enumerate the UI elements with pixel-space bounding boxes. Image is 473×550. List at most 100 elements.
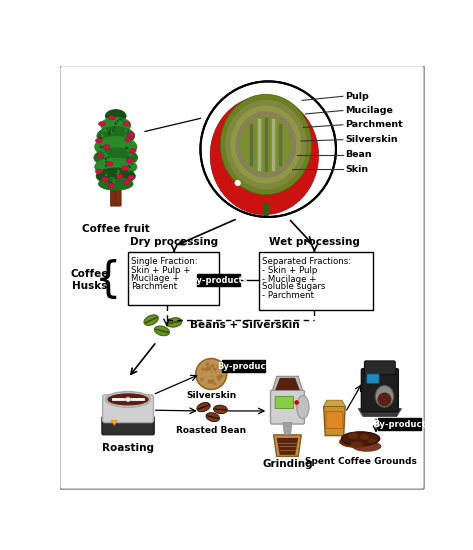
Point [263,212,269,218]
Polygon shape [272,376,303,392]
Circle shape [217,364,221,368]
Ellipse shape [230,106,301,184]
Line: 2 pts: 2 pts [146,317,157,323]
FancyBboxPatch shape [60,65,425,490]
Ellipse shape [206,412,219,422]
Point [278,122,283,129]
Ellipse shape [352,441,381,452]
Circle shape [208,367,211,371]
Ellipse shape [94,136,137,158]
Ellipse shape [123,180,130,185]
FancyBboxPatch shape [367,374,379,383]
Point [64,63,70,69]
FancyBboxPatch shape [271,390,305,424]
Ellipse shape [108,183,114,188]
Ellipse shape [96,169,102,174]
FancyBboxPatch shape [361,368,398,412]
Text: Roasting: Roasting [102,443,154,453]
FancyArrowPatch shape [129,166,130,167]
Point [51,63,57,69]
Ellipse shape [116,174,123,178]
FancyArrowPatch shape [105,170,106,172]
Circle shape [214,368,217,371]
Point [64,63,70,69]
Ellipse shape [220,95,312,195]
Text: - Parchment: - Parchment [262,291,314,300]
Circle shape [218,368,220,370]
Text: Beans + Silverskin: Beans + Silverskin [190,321,299,331]
FancyBboxPatch shape [377,418,420,430]
Ellipse shape [368,439,376,443]
FancyArrowPatch shape [125,130,126,131]
FancyArrowPatch shape [104,153,105,154]
Circle shape [217,375,221,379]
Text: Spent Coffee Grounds: Spent Coffee Grounds [305,457,417,466]
Ellipse shape [106,162,113,166]
Circle shape [205,368,209,372]
Text: Separated Fractions:: Separated Fractions: [262,257,351,266]
FancyArrowPatch shape [129,154,131,155]
Point [278,161,283,167]
Ellipse shape [342,432,380,446]
Ellipse shape [377,393,392,406]
Point [63,63,69,69]
Text: Mucilage +: Mucilage + [131,274,180,283]
Ellipse shape [144,315,158,326]
Polygon shape [275,378,300,390]
Text: Parchment: Parchment [131,282,177,292]
Polygon shape [359,409,402,416]
Ellipse shape [197,403,210,412]
Circle shape [206,366,210,370]
Ellipse shape [96,168,136,185]
Line: 2 pts: 2 pts [156,329,168,332]
Text: By-product: By-product [373,420,425,428]
Ellipse shape [105,109,127,123]
FancyBboxPatch shape [197,274,240,286]
Ellipse shape [106,392,150,407]
Circle shape [213,382,216,385]
Ellipse shape [236,111,297,178]
FancyBboxPatch shape [326,412,343,428]
Text: Mucilage: Mucilage [345,106,393,115]
Line: 2 pts: 2 pts [215,409,226,410]
Point [248,122,254,129]
Circle shape [219,374,223,378]
Point [51,63,57,69]
FancyBboxPatch shape [275,397,294,409]
FancyArrowPatch shape [105,155,107,157]
Circle shape [209,380,211,382]
Text: Silverskin: Silverskin [186,391,236,400]
Circle shape [235,180,241,186]
FancyBboxPatch shape [128,252,219,305]
Circle shape [206,367,210,370]
Circle shape [213,369,215,371]
Point [263,201,269,208]
Circle shape [217,377,221,381]
Point [52,63,58,69]
Text: Soluble sugars: Soluble sugars [262,282,325,292]
Ellipse shape [122,166,129,170]
Polygon shape [277,438,298,455]
Text: Coffee fruit: Coffee fruit [82,224,149,234]
Ellipse shape [98,122,105,126]
Point [52,63,58,69]
FancyBboxPatch shape [102,416,154,435]
Point [263,167,269,173]
Ellipse shape [126,158,133,163]
Ellipse shape [94,158,137,176]
Polygon shape [363,409,397,416]
Circle shape [211,371,212,373]
Ellipse shape [102,177,108,182]
Ellipse shape [123,122,130,126]
Line: 2 pts: 2 pts [208,416,218,419]
Text: Bean: Bean [345,150,372,159]
FancyArrowPatch shape [128,169,129,170]
Circle shape [196,359,227,389]
Ellipse shape [128,132,135,137]
Circle shape [201,367,204,370]
Ellipse shape [124,137,131,141]
Ellipse shape [240,116,292,173]
Text: Skin + Pulp +: Skin + Pulp + [131,266,191,275]
Circle shape [294,400,299,405]
Line: 2 pts: 2 pts [168,321,180,323]
